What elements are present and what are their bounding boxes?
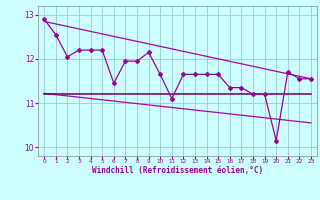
X-axis label: Windchill (Refroidissement éolien,°C): Windchill (Refroidissement éolien,°C) [92, 166, 263, 175]
